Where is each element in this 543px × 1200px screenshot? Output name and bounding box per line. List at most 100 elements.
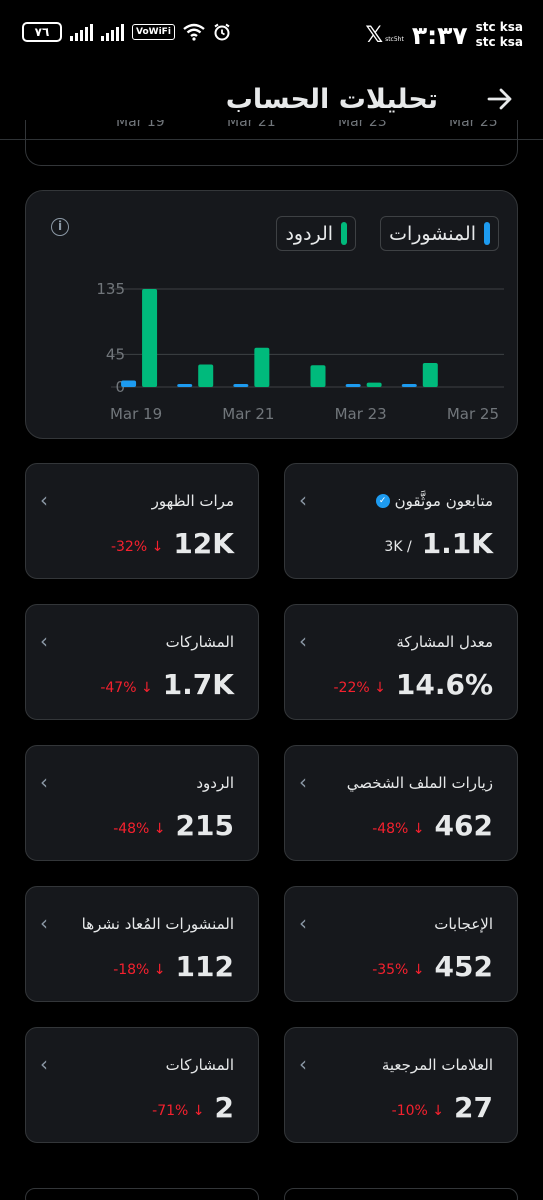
metric-change-text: -18%: [113, 962, 150, 978]
chevron-left-icon: ‹: [40, 1052, 48, 1076]
posts-bar: [401, 384, 417, 387]
vowifi-badge: VoWiFi: [132, 24, 175, 40]
metric-change-text: -10%: [391, 1103, 428, 1119]
metric-card[interactable]: زيارات الملف الشخصي ‹ 462 -48% ↓: [284, 745, 518, 861]
metric-card[interactable]: الإعجابات ‹ 452 -35% ↓: [284, 886, 518, 1002]
battery-icon: ٧٦: [22, 22, 62, 42]
arrow-down-icon: ↓: [408, 821, 425, 837]
metric-card[interactable]: المشاركات ‹ 2 -71% ↓: [25, 1027, 259, 1143]
arrow-down-icon: ↓: [147, 539, 164, 555]
metric-label: المشاركات: [166, 1056, 234, 1074]
metric-change: -48% ↓: [372, 821, 424, 837]
metric-label-text: متابعون موثَّقون: [394, 492, 493, 510]
page-title: تحليلات الحساب: [225, 84, 438, 115]
metric-label: الردود: [196, 774, 234, 792]
metric-card[interactable]: مرات الظهور ‹ 12K -32% ↓: [25, 463, 259, 579]
x-tick-label: Mar 19: [110, 405, 162, 423]
wifi-icon: [183, 23, 205, 41]
signal-icon: [70, 23, 93, 41]
metric-label-text: المنشورات المُعاد نشرها: [81, 915, 234, 933]
metric-label-text: المشاركات: [165, 633, 234, 651]
y-tick-label: 45: [106, 345, 125, 363]
metric-change: -35% ↓: [372, 962, 424, 978]
metric-value: 12K: [173, 527, 234, 560]
metric-change-text: -48%: [372, 821, 409, 837]
app-header: تحليلات الحساب: [0, 66, 543, 140]
info-icon[interactable]: i: [51, 218, 69, 236]
metric-card[interactable]: متابعون موثَّقون ✓ ‹ 1.1K 3K /: [284, 463, 518, 579]
replies-bar: [366, 382, 382, 387]
replies-bar: [198, 364, 214, 387]
metric-label-text: العلامات المرجعية: [381, 1056, 493, 1074]
metric-label: المنشورات المُعاد نشرها: [82, 915, 234, 933]
arrow-down-icon: ↓: [149, 821, 166, 837]
metric-card[interactable]: المشاركات ‹ 1.7K -47% ↓: [25, 604, 259, 720]
carrier-line-2: stc ksa: [475, 35, 523, 49]
metric-value: 452: [434, 950, 493, 983]
arrow-down-icon: ↓: [136, 680, 153, 696]
metric-label: معدل المشاركة: [396, 633, 493, 651]
metric-label-text: مرات الظهور: [151, 492, 234, 510]
chevron-left-icon: ‹: [299, 1052, 307, 1076]
chevron-left-icon: ‹: [299, 770, 307, 794]
metric-change-text: -47%: [100, 680, 137, 696]
legend-replies-label: الردود: [285, 222, 334, 245]
x-tick-label: Mar 23: [335, 405, 387, 423]
metric-change: -32% ↓: [111, 539, 163, 555]
legend-posts[interactable]: المنشورات: [380, 216, 499, 251]
legend-replies-swatch: [341, 222, 348, 245]
metric-value: 215: [175, 809, 234, 842]
previous-chart-card: Mar 19 Mar 21 Mar 23 Mar 25: [25, 120, 518, 166]
metric-value: 14.6%: [395, 668, 493, 701]
arrow-down-icon: ↓: [369, 680, 386, 696]
next-card-edge: [25, 1188, 259, 1200]
posts-bar: [121, 380, 137, 387]
metric-value: 462: [434, 809, 493, 842]
next-card-edge: [284, 1188, 518, 1200]
posts-bar: [177, 384, 193, 387]
replies-bar: [254, 347, 270, 387]
metric-change-text: -48%: [113, 821, 150, 837]
metric-card[interactable]: الردود ‹ 215 -48% ↓: [25, 745, 259, 861]
legend-posts-label: المنشورات: [389, 222, 476, 245]
metric-change-text: -22%: [333, 680, 370, 696]
metric-value: 1.1K: [421, 527, 493, 560]
arrow-down-icon: ↓: [408, 962, 425, 978]
status-bar: ٧٦ VoWiFi 𝕏 stc5ht ٣:٣٧ stc ksa stc ksa: [0, 0, 543, 66]
metric-change: -18% ↓: [113, 962, 165, 978]
metric-change-text: -35%: [372, 962, 409, 978]
metric-label: الإعجابات: [434, 915, 493, 933]
metric-label-text: الردود: [196, 774, 234, 792]
activity-chart-card: i الردود المنشورات 135 45 0 Mar 19 Mar 21 Mar…: [25, 190, 518, 439]
x-tick-label: Mar 21: [222, 405, 274, 423]
metric-change: -48% ↓: [113, 821, 165, 837]
alarm-icon: [214, 23, 230, 41]
arrow-down-icon: ↓: [149, 962, 166, 978]
y-tick-label: 0: [115, 378, 125, 396]
x-tick-label: Mar 25: [447, 405, 499, 423]
metric-label: زيارات الملف الشخصي: [347, 774, 493, 792]
metric-label-text: الإعجابات: [434, 915, 493, 933]
metric-label-text: معدل المشاركة: [396, 633, 493, 651]
metric-change-text: -71%: [152, 1103, 189, 1119]
legend-replies[interactable]: الردود: [276, 216, 357, 251]
bar-chart: 135 45 0 Mar 19 Mar 21 Mar 23 Mar 25: [96, 280, 504, 423]
metric-value: 27: [454, 1091, 493, 1124]
replies-bar: [310, 365, 326, 387]
metric-card[interactable]: العلامات المرجعية ‹ 27 -10% ↓: [284, 1027, 518, 1143]
metric-label-text: زيارات الملف الشخصي: [346, 774, 493, 792]
carrier-line-1: stc ksa: [475, 20, 523, 34]
back-button[interactable]: [483, 84, 517, 118]
legend-posts-swatch: [484, 222, 490, 245]
chevron-left-icon: ‹: [40, 911, 48, 935]
metric-label: متابعون موثَّقون ✓: [375, 492, 493, 510]
metric-change: -10% ↓: [392, 1103, 444, 1119]
chevron-left-icon: ‹: [299, 488, 307, 512]
arrow-right-icon: [487, 88, 512, 110]
metric-card[interactable]: معدل المشاركة ‹ 14.6% -22% ↓: [284, 604, 518, 720]
replies-bar: [422, 363, 438, 387]
x-logo-icon: 𝕏: [365, 22, 384, 48]
metric-label: مرات الظهور: [152, 492, 234, 510]
signal-icon-2: [101, 23, 124, 41]
metric-card[interactable]: المنشورات المُعاد نشرها ‹ 112 -18% ↓: [25, 886, 259, 1002]
